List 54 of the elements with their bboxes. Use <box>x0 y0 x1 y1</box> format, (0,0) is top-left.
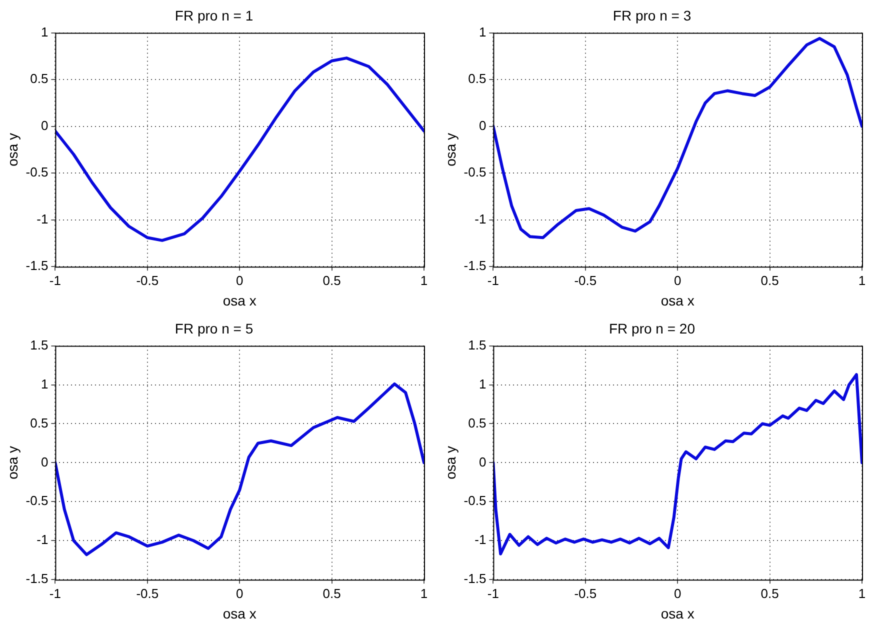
y-tick-label: 1.5 <box>468 337 486 352</box>
y-tick-label: 0.5 <box>468 71 486 86</box>
x-axis-title: osa x <box>222 292 256 308</box>
chart-title: FR pro n = 20 <box>609 320 696 336</box>
x-tick-label: 0.5 <box>322 586 341 601</box>
chart-title: FR pro n = 3 <box>612 7 692 24</box>
x-tick-label: -0.5 <box>574 272 597 288</box>
y-tick-label: -0.5 <box>464 164 486 180</box>
x-tick-label: 0 <box>674 272 682 288</box>
y-tick-label: -1 <box>36 532 48 548</box>
y-tick-label: -1 <box>474 211 486 226</box>
chart-title: FR pro n = 1 <box>174 7 254 24</box>
y-tick-label: -1.5 <box>26 258 48 274</box>
y-tick-label: -1.5 <box>26 571 48 586</box>
x-tick-label: 0 <box>674 586 682 601</box>
x-tick-label: -0.5 <box>136 272 159 288</box>
y-tick-label: -0.5 <box>26 164 48 180</box>
x-axis-title: osa x <box>660 292 694 308</box>
y-tick-label: 1 <box>40 24 48 40</box>
x-tick-label: 0.5 <box>760 272 779 288</box>
x-tick-label: 1 <box>858 272 866 288</box>
y-tick-label: 1 <box>478 376 486 392</box>
y-tick-label: -1.5 <box>464 571 486 586</box>
y-tick-label: 0.5 <box>30 415 48 430</box>
x-tick-label: 0 <box>236 272 244 288</box>
y-tick-label: 0 <box>40 454 48 470</box>
y-tick-label: -1 <box>474 532 486 548</box>
y-tick-label: 0 <box>40 118 48 133</box>
y-tick-label: 0 <box>478 454 486 470</box>
y-tick-label: -0.5 <box>26 493 48 508</box>
x-tick-label: 1 <box>420 586 428 601</box>
y-tick-label: 0.5 <box>30 71 48 86</box>
chart-title: FR pro n = 5 <box>174 320 254 336</box>
y-tick-label: -1.5 <box>464 258 486 274</box>
y-axis-title: osa y <box>4 446 20 480</box>
x-tick-label: 1 <box>858 586 866 601</box>
y-tick-label: 0 <box>478 118 486 133</box>
x-tick-label: -0.5 <box>136 586 159 601</box>
y-axis-title: osa y <box>442 446 458 480</box>
y-tick-label: -0.5 <box>464 493 486 508</box>
x-tick-label: 0.5 <box>322 272 341 288</box>
y-tick-label: 0.5 <box>468 415 486 430</box>
y-tick-label: 1 <box>478 24 486 40</box>
y-tick-label: -1 <box>36 211 48 226</box>
x-tick-label: 0.5 <box>760 586 779 601</box>
x-tick-label: 0 <box>236 586 244 601</box>
x-axis-title: osa x <box>660 605 694 622</box>
y-tick-label: 1 <box>40 376 48 392</box>
y-tick-label: 1.5 <box>30 337 48 352</box>
x-tick-label: 1 <box>420 272 428 288</box>
y-axis-title: osa y <box>442 132 458 166</box>
x-axis-title: osa x <box>222 605 256 622</box>
x-tick-label: -0.5 <box>574 586 597 601</box>
y-axis-title: osa y <box>4 132 20 166</box>
